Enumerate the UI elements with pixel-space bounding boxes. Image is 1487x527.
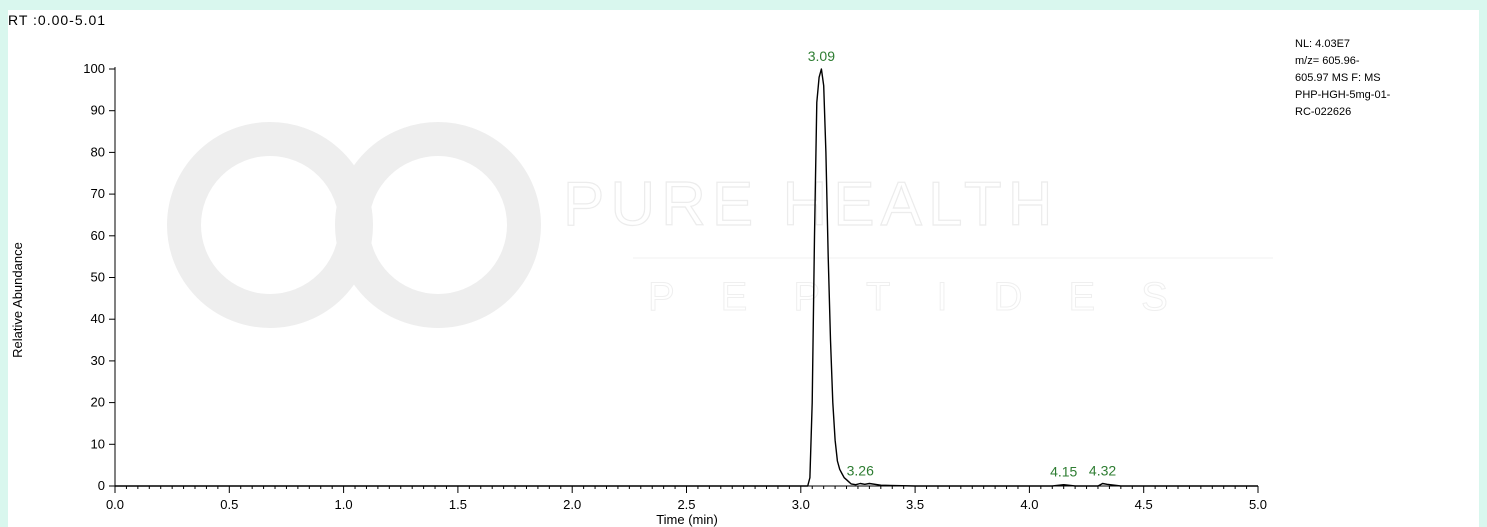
x-tick-label: 4.5 (1135, 497, 1153, 512)
y-tick-label: 50 (91, 270, 105, 285)
y-axis-title: Relative Abundance (10, 242, 25, 358)
y-tick-label: 60 (91, 228, 105, 243)
watermark-ring-right (335, 122, 541, 328)
y-tick-label: 0 (98, 478, 105, 493)
y-tick-label: 80 (91, 144, 105, 159)
chromatogram-chart: PURE HEALTH PEPTIDES RT :0.00-5.01 NL: 4… (8, 12, 1391, 527)
y-tick-label: 20 (91, 395, 105, 410)
info-line-sample-id: RC-022626 (1295, 106, 1351, 118)
x-axis-title: Time (min) (656, 512, 718, 527)
peak-label: 3.26 (847, 462, 874, 478)
info-line-scan: 605.97 MS F: MS (1295, 72, 1381, 84)
y-tick-label: 40 (91, 311, 105, 326)
info-block: NL: 4.03E7 m/z= 605.96- 605.97 MS F: MS … (1295, 38, 1391, 118)
y-tick-label: 10 (91, 436, 105, 451)
x-tick-label: 4.0 (1020, 497, 1038, 512)
x-tick-label: 1.0 (335, 497, 353, 512)
x-tick-label: 5.0 (1249, 497, 1267, 512)
watermark-subtitle: PEPTIDES (648, 275, 1214, 319)
x-tick-label: 1.5 (449, 497, 467, 512)
watermark-title: PURE HEALTH (563, 170, 1059, 239)
chromatogram-panel: PURE HEALTH PEPTIDES RT :0.00-5.01 NL: 4… (8, 10, 1479, 527)
peak-label: 4.15 (1050, 464, 1077, 480)
watermark-logo: PURE HEALTH PEPTIDES (167, 122, 1273, 328)
chromatogram-trace (115, 68, 1258, 487)
y-tick-label: 70 (91, 186, 105, 201)
x-tick-label: 0.0 (106, 497, 124, 512)
x-tick-label: 0.5 (220, 497, 238, 512)
y-tick-label: 100 (83, 61, 105, 76)
y-tick-label: 90 (91, 103, 105, 118)
info-line-mz: m/z= 605.96- (1295, 55, 1360, 67)
peak-label: 4.32 (1089, 462, 1116, 478)
info-line-nl: NL: 4.03E7 (1295, 38, 1350, 50)
peak-label: 3.09 (808, 48, 835, 64)
x-tick-label: 3.0 (792, 497, 810, 512)
x-tick-label: 2.0 (563, 497, 581, 512)
x-tick-label: 3.5 (906, 497, 924, 512)
rt-range-label: RT :0.00-5.01 (8, 12, 106, 28)
info-line-sample: PHP-HGH-5mg-01- (1295, 89, 1391, 101)
watermark-ring-left (167, 122, 373, 328)
x-axis-ticks: 0.0 0.5 1.0 1.5 2.0 2.5 3.0 3.5 4.0 4.5 5.0 (106, 486, 1267, 512)
peak-labels: 3.09 3.26 4.15 4.32 (808, 48, 1117, 480)
y-axis-ticks: 0 10 20 30 40 50 60 70 80 90 100 (83, 61, 115, 493)
x-tick-label: 2.5 (677, 497, 695, 512)
y-tick-label: 30 (91, 353, 105, 368)
